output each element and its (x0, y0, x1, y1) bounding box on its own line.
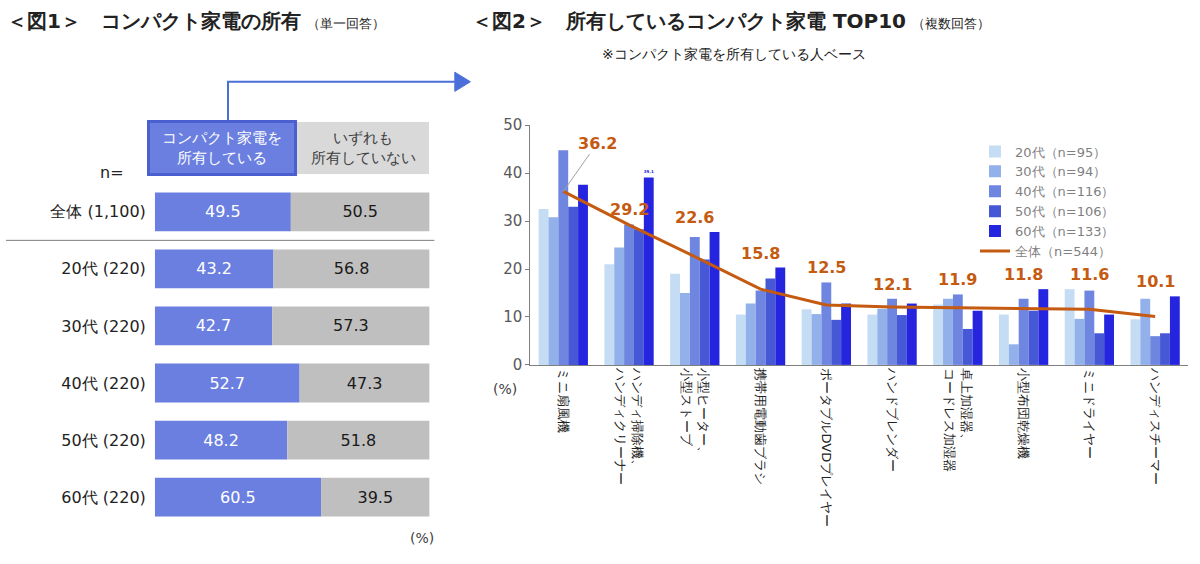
svg-text:60.5: 60.5 (220, 488, 256, 507)
svg-text:50.5: 50.5 (342, 202, 378, 221)
svg-text:50: 50 (503, 116, 522, 134)
svg-text:29.2: 29.2 (610, 200, 649, 219)
svg-text:20: 20 (503, 260, 522, 278)
svg-text:20代 (220): 20代 (220) (61, 259, 145, 278)
svg-text:50代（n=106）: 50代（n=106） (1015, 204, 1115, 219)
svg-text:※コンパクト家電を所有している人ベース: ※コンパクト家電を所有している人ベース (602, 46, 866, 62)
svg-text:小型ヒーター、小型ストーブ: 小型ヒーター、小型ストーブ (679, 369, 711, 460)
svg-text:全体（n=544）: 全体（n=544） (1015, 244, 1111, 259)
svg-text:43.2: 43.2 (196, 259, 232, 278)
svg-text:30: 30 (503, 212, 522, 230)
svg-text:10.1: 10.1 (1136, 272, 1175, 291)
svg-text:ハンディスチーマー: ハンディスチーマー (1148, 368, 1163, 486)
svg-text:全体 (1,100): 全体 (1,100) (50, 202, 145, 221)
svg-text:60代 (220): 60代 (220) (61, 488, 145, 507)
svg-text:12.1: 12.1 (873, 275, 912, 294)
svg-text:56.8: 56.8 (334, 259, 370, 278)
svg-text:49.5: 49.5 (205, 202, 241, 221)
svg-text:42.7: 42.7 (196, 316, 232, 335)
svg-text:11.9: 11.9 (938, 270, 977, 289)
svg-text:(%): (%) (493, 381, 517, 397)
svg-text:携帯用電動歯ブラシ: 携帯用電動歯ブラシ (753, 369, 768, 486)
svg-text:57.3: 57.3 (333, 316, 369, 335)
svg-text:ポータブルDVDプレイヤー: ポータブルDVDプレイヤー (819, 369, 834, 528)
svg-text:22.6: 22.6 (675, 208, 714, 227)
svg-text:11.8: 11.8 (1004, 265, 1043, 284)
svg-text:47.3: 47.3 (347, 374, 383, 393)
svg-text:30代 (220): 30代 (220) (61, 317, 145, 336)
svg-text:15.8: 15.8 (741, 244, 780, 263)
svg-text:40代 (220): 40代 (220) (61, 374, 145, 393)
svg-text:いずれも所有していない: いずれも所有していない (311, 129, 416, 167)
svg-text:36.2: 36.2 (578, 134, 617, 153)
svg-text:30代（n=94）: 30代（n=94） (1015, 164, 1106, 179)
svg-text:10: 10 (503, 308, 522, 326)
svg-text:n=: n= (100, 163, 124, 182)
svg-text:0: 0 (513, 356, 523, 374)
svg-text:40代（n=116）: 40代（n=116） (1015, 184, 1115, 199)
svg-text:51.8: 51.8 (341, 431, 377, 450)
svg-text:11.6: 11.6 (1070, 265, 1109, 284)
svg-text:卓上加湿器、コードレス加湿器: 卓上加湿器、コードレス加湿器 (942, 369, 974, 473)
svg-text:48.2: 48.2 (203, 431, 239, 450)
svg-text:ハンディ掃除機、ハンディクリーナー: ハンディ掃除機、ハンディクリーナー (613, 368, 645, 486)
svg-text:ミニドライヤー: ミニドライヤー (1082, 369, 1097, 460)
svg-text:ハンドブレンダー: ハンドブレンダー (885, 368, 900, 473)
svg-text:52.7: 52.7 (209, 374, 245, 393)
svg-text:小型布団乾燥機: 小型布団乾燥機 (1016, 369, 1031, 460)
svg-text:(%): (%) (410, 530, 434, 546)
svg-text:40: 40 (503, 164, 522, 182)
svg-text:20代（n=95）: 20代（n=95） (1015, 145, 1106, 160)
svg-text:＜図1＞ コンパクト家電の所有 （単一回答）: ＜図1＞ コンパクト家電の所有 （単一回答） (7, 9, 385, 33)
svg-text:ミニ扇風機: ミニ扇風機 (556, 369, 571, 434)
svg-text:39.5: 39.5 (358, 488, 394, 507)
svg-text:50代 (220): 50代 (220) (61, 431, 145, 450)
svg-text:12.5: 12.5 (807, 258, 846, 277)
svg-text:60代（n=133）: 60代（n=133） (1015, 224, 1115, 239)
svg-text:39.1: 39.1 (644, 169, 654, 174)
svg-text:＜図2＞ 所有しているコンパクト家電 TOP10 （複数回答: ＜図2＞ 所有しているコンパクト家電 TOP10 （複数回答） (472, 9, 990, 33)
svg-text:コンパクト家電を所有している: コンパクト家電を所有している (162, 129, 282, 167)
